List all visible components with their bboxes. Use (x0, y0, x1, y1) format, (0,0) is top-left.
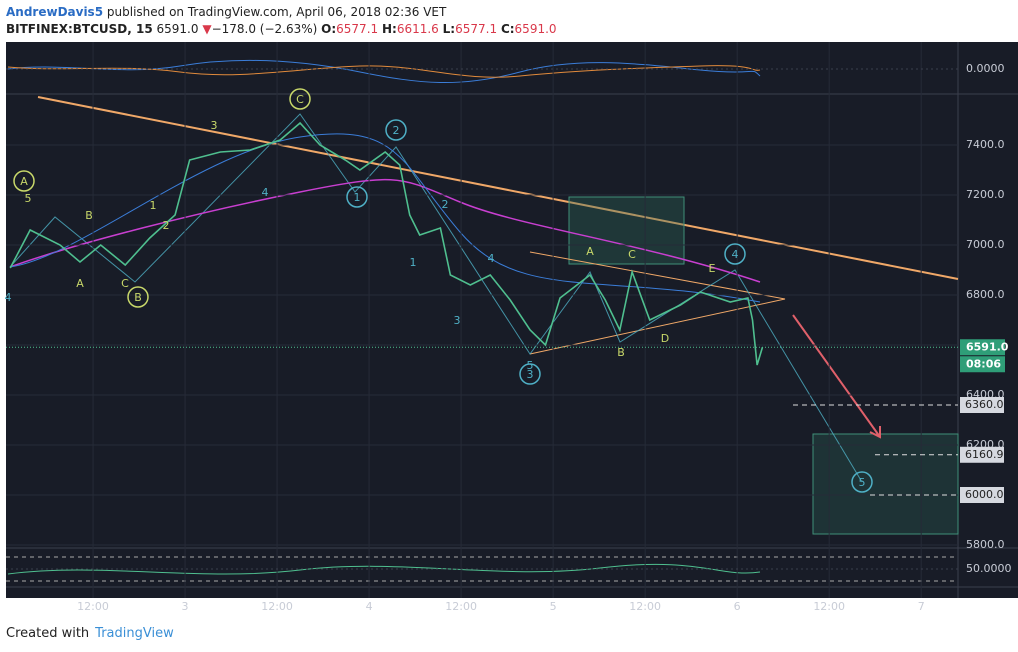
y-tick-label: 7000.0 (966, 238, 1005, 251)
x-tick-label: 5 (550, 600, 557, 613)
countdown-box (960, 356, 1005, 373)
x-tick-label: 12:00 (77, 600, 109, 613)
last-price-label: 6591.0 (966, 340, 1009, 353)
y-tick-label: 7400.0 (966, 138, 1005, 151)
wave-circle (127, 286, 149, 308)
high: 6611.6 (396, 22, 439, 36)
change: −178.0 (−2.63%) (211, 22, 318, 36)
wave-label: 4 (488, 252, 495, 265)
level-box (960, 397, 1004, 413)
rsi-line (7, 563, 761, 575)
wave-circle (289, 88, 311, 110)
arrow: ▼ (202, 22, 212, 36)
open: 6577.1 (336, 22, 379, 36)
wave-label: 2 (442, 198, 449, 211)
level-label: 6360.0 (965, 398, 1004, 411)
wave-label: A (586, 245, 594, 258)
published: published on TradingView.com, April 06, … (106, 5, 447, 19)
wave-label: 5 (527, 359, 534, 372)
brand[interactable]: TradingView (95, 626, 174, 641)
wave-circle (724, 243, 746, 265)
chart: 5800.06000.06200.06400.06600.06800.07000… (5, 42, 1018, 613)
countdown: 08:06 (966, 357, 1001, 370)
wave-label: C (628, 248, 636, 261)
pane-tick-label: 50.0000 (966, 562, 1012, 575)
x-tick-label: 12:00 (629, 600, 661, 613)
level-label: 6000.0 (965, 488, 1004, 501)
author[interactable]: AndrewDavis5 (6, 5, 104, 19)
y-tick-label: 5800.0 (966, 538, 1005, 551)
wave-label: 5 (25, 192, 32, 205)
wave-label: B (85, 209, 93, 222)
wave-label: 1 (150, 199, 157, 212)
x-tick-label: 6 (734, 600, 741, 613)
trendline (37, 96, 959, 280)
wave-label: 1 (354, 191, 361, 204)
wave-circle (385, 119, 407, 141)
wave-label: 5 (859, 476, 866, 489)
wave-label: 4 (262, 186, 269, 199)
high-label: H: (381, 22, 397, 36)
wave-circle (13, 170, 35, 192)
wave-label: C (121, 277, 129, 290)
pane-tick-label: 0.0000 (966, 62, 1005, 75)
header: AndrewDavis5 published on TradingView.co… (6, 4, 557, 38)
last: 6591.0 (156, 22, 199, 36)
header-line-2: BITFINEX:BTCUSD, 15 6591.0 ▼−178.0 (−2.6… (6, 21, 557, 38)
wave-label: 3 (211, 119, 218, 132)
created: Created with (6, 626, 90, 641)
close: 6591.0 (514, 22, 557, 36)
wave-label: 2 (393, 124, 400, 137)
level-box (960, 487, 1004, 503)
symbol: BITFINEX:BTCUSD, 15 (6, 22, 153, 36)
header-line-1: AndrewDavis5 published on TradingView.co… (6, 4, 557, 21)
y-tick-label: 7200.0 (966, 188, 1005, 201)
wave-label: 2 (163, 219, 170, 232)
x-tick-label: 4 (366, 600, 373, 613)
wave-path (9, 113, 863, 483)
target-box (812, 433, 959, 535)
triangle (529, 251, 786, 355)
wave-circle (346, 186, 368, 208)
wave-label: A (76, 277, 84, 290)
zone-box (568, 196, 685, 265)
moving-average (9, 178, 761, 283)
x-tick-label: 12:00 (445, 600, 477, 613)
chart-background (6, 42, 1018, 598)
arrow-head (869, 426, 881, 439)
wave-label: C (296, 93, 304, 106)
x-tick-label: 12:00 (813, 600, 845, 613)
wave-label: 1 (410, 256, 417, 269)
x-tick-label: 3 (182, 600, 189, 613)
wave-label: D (661, 332, 669, 345)
y-tick-label: 6800.0 (966, 288, 1005, 301)
wave-label: 4 (732, 248, 739, 261)
wave-label: 4 (5, 291, 12, 304)
x-tick-label: 12:00 (261, 600, 293, 613)
footer: Created with TradingView (6, 626, 174, 641)
level-box (960, 446, 1004, 463)
wave-label: E (709, 262, 716, 275)
low-label: L: (442, 22, 456, 36)
wave-label: B (617, 346, 625, 359)
wave-circle (851, 471, 873, 493)
wave-circle (519, 363, 541, 385)
open-label: O: (321, 22, 337, 36)
target-arrow (792, 314, 881, 438)
wave-label: 3 (454, 314, 461, 327)
wave-label: A (20, 175, 28, 188)
wave-label: 3 (527, 368, 534, 381)
low: 6577.1 (455, 22, 498, 36)
last-price-box (960, 339, 1005, 356)
level-label: 6160.9 (965, 448, 1004, 461)
price-line (9, 121, 764, 366)
wave-label: B (134, 291, 142, 304)
close-label: C: (500, 22, 515, 36)
x-tick-label: 7 (918, 600, 925, 613)
